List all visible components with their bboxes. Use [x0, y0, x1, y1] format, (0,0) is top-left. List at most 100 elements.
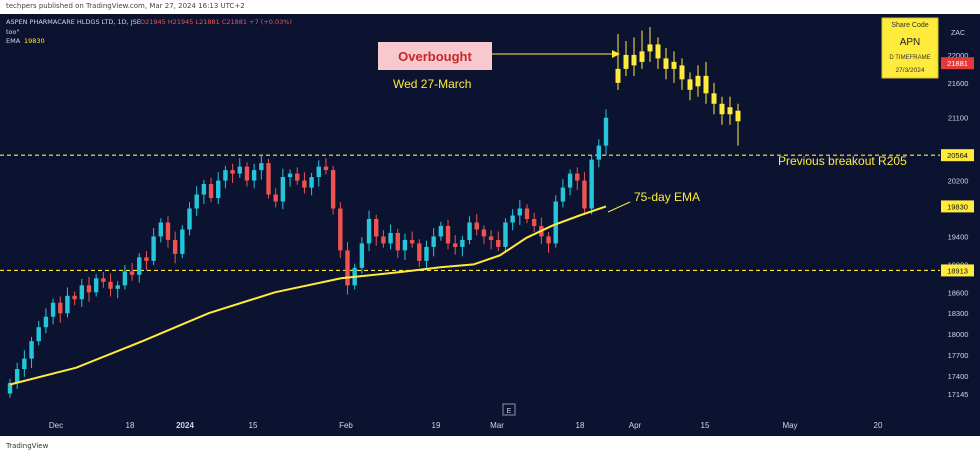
candle-body	[58, 302, 63, 314]
tradingview-logo-text: TradingView	[6, 442, 49, 450]
time-axis[interactable]: Dec 18 2024 15 Feb 19 Mar 18 Apr 15 May 20	[49, 421, 883, 430]
x-tick-label: Mar	[490, 421, 504, 430]
candle-body	[172, 239, 178, 254]
x-tick-label: 15	[249, 421, 258, 430]
candle-body	[237, 166, 242, 174]
candle-body	[453, 243, 458, 247]
candle-body	[567, 173, 573, 188]
breakout-annotation: Previous breakout R205	[778, 154, 907, 168]
candle-body	[29, 341, 34, 359]
candle-body	[165, 222, 171, 240]
candle-body	[194, 194, 199, 209]
y-tick-label: 20200	[948, 177, 969, 186]
candle-body	[474, 222, 479, 230]
candle-body	[510, 215, 515, 223]
candle-body	[438, 225, 444, 237]
candle-body	[93, 278, 99, 293]
share-code-title: Share Code	[891, 22, 928, 29]
candle-body	[14, 369, 20, 384]
price-tag-bg	[941, 57, 974, 70]
candle-body-recent	[735, 110, 741, 122]
candle-body	[524, 208, 530, 219]
x-tick-label: Dec	[49, 421, 63, 430]
candle-body	[603, 117, 609, 146]
candle-body	[309, 177, 314, 188]
x-tick-label: 18	[126, 421, 135, 430]
symbol-ohlc: O21945 H21945 L21881 C21881 +7 (+0.03%)	[140, 18, 292, 26]
candle-body	[381, 236, 386, 244]
candle-body	[251, 170, 257, 181]
candle-body	[137, 257, 142, 275]
x-tick-label: Apr	[629, 421, 642, 430]
level-lines	[0, 154, 940, 272]
x-tick-label: 18	[576, 421, 585, 430]
candle-body	[417, 243, 422, 261]
candle-body	[582, 180, 587, 209]
candle-body	[273, 194, 278, 202]
candle-body-recent	[647, 44, 653, 52]
candle-body	[596, 145, 602, 160]
candle-body	[496, 239, 501, 247]
candle-body	[79, 285, 85, 300]
y-tick-label: 17145	[948, 390, 969, 399]
candle-body	[72, 295, 77, 300]
candle-body	[101, 278, 106, 282]
candle-body	[503, 222, 508, 247]
currency-label: ZAC	[951, 30, 965, 37]
candle-body-recent	[639, 51, 645, 62]
candle-body	[481, 229, 487, 237]
y-tick-label: 21600	[948, 79, 969, 88]
y-tick-label: 21100	[948, 114, 968, 123]
scale-badge[interactable]	[502, 403, 516, 416]
y-tick-label: 19400	[948, 232, 969, 241]
candles	[7, 26, 741, 398]
ema-line	[9, 205, 607, 386]
candle-body	[302, 180, 307, 188]
price-tags: 21881 20564 19830 18913	[941, 57, 974, 277]
tradingview-footer: TradingView	[0, 436, 980, 454]
candle-body	[553, 201, 558, 244]
candle-body	[36, 327, 41, 342]
price-tag-bg	[941, 264, 974, 277]
ema-annotation: 75-day EMA	[634, 190, 700, 204]
candle-body	[330, 170, 336, 209]
publish-header-text: techpers published on TradingView.com, M…	[6, 2, 245, 10]
candle-body	[560, 187, 566, 202]
candle-body	[409, 239, 415, 244]
y-tick-label: 18600	[948, 288, 969, 297]
publish-header: techpers published on TradingView.com, M…	[0, 0, 980, 14]
candle-body	[575, 173, 580, 181]
price-tag-label: 18913	[947, 266, 968, 275]
candlestick-chart[interactable]: 1714517400177001800018300186001900019400…	[0, 14, 980, 436]
candle-body-recent	[623, 54, 629, 69]
share-code-box: Share Code APN D TIMEFRAME 27/3/2024	[881, 17, 939, 79]
candle-body-recent	[655, 44, 661, 59]
candle-body-recent	[711, 93, 717, 104]
candle-body	[208, 184, 214, 199]
overbought-label: Overbought	[398, 49, 472, 64]
x-tick-label: May	[782, 421, 797, 430]
candle-body	[7, 383, 13, 394]
y-tick-label: 18000	[948, 330, 969, 339]
candle-body	[223, 170, 228, 181]
candle-body	[431, 236, 436, 247]
candle-body-recent	[695, 75, 701, 87]
candle-body-recent	[671, 61, 677, 69]
chart-background	[0, 14, 980, 436]
candle-body	[280, 177, 286, 202]
x-tick-label: 2024	[176, 421, 194, 430]
candle-body	[180, 229, 185, 254]
candle-body	[259, 163, 264, 171]
x-tick-label: 20	[874, 421, 883, 430]
study-ema-label: EMA	[6, 37, 21, 45]
ema-annotation-pointer	[607, 201, 631, 213]
y-tick-label: 17700	[948, 351, 969, 360]
candle-body-recent	[703, 75, 709, 94]
candle-body	[50, 302, 56, 317]
share-date: 27/3/2024	[896, 67, 925, 74]
scale-badge-label: E	[507, 408, 512, 415]
candle-body	[266, 163, 271, 195]
candle-body	[338, 208, 343, 251]
candle-body-recent	[727, 107, 733, 115]
overbought-arrow-head	[612, 50, 620, 58]
